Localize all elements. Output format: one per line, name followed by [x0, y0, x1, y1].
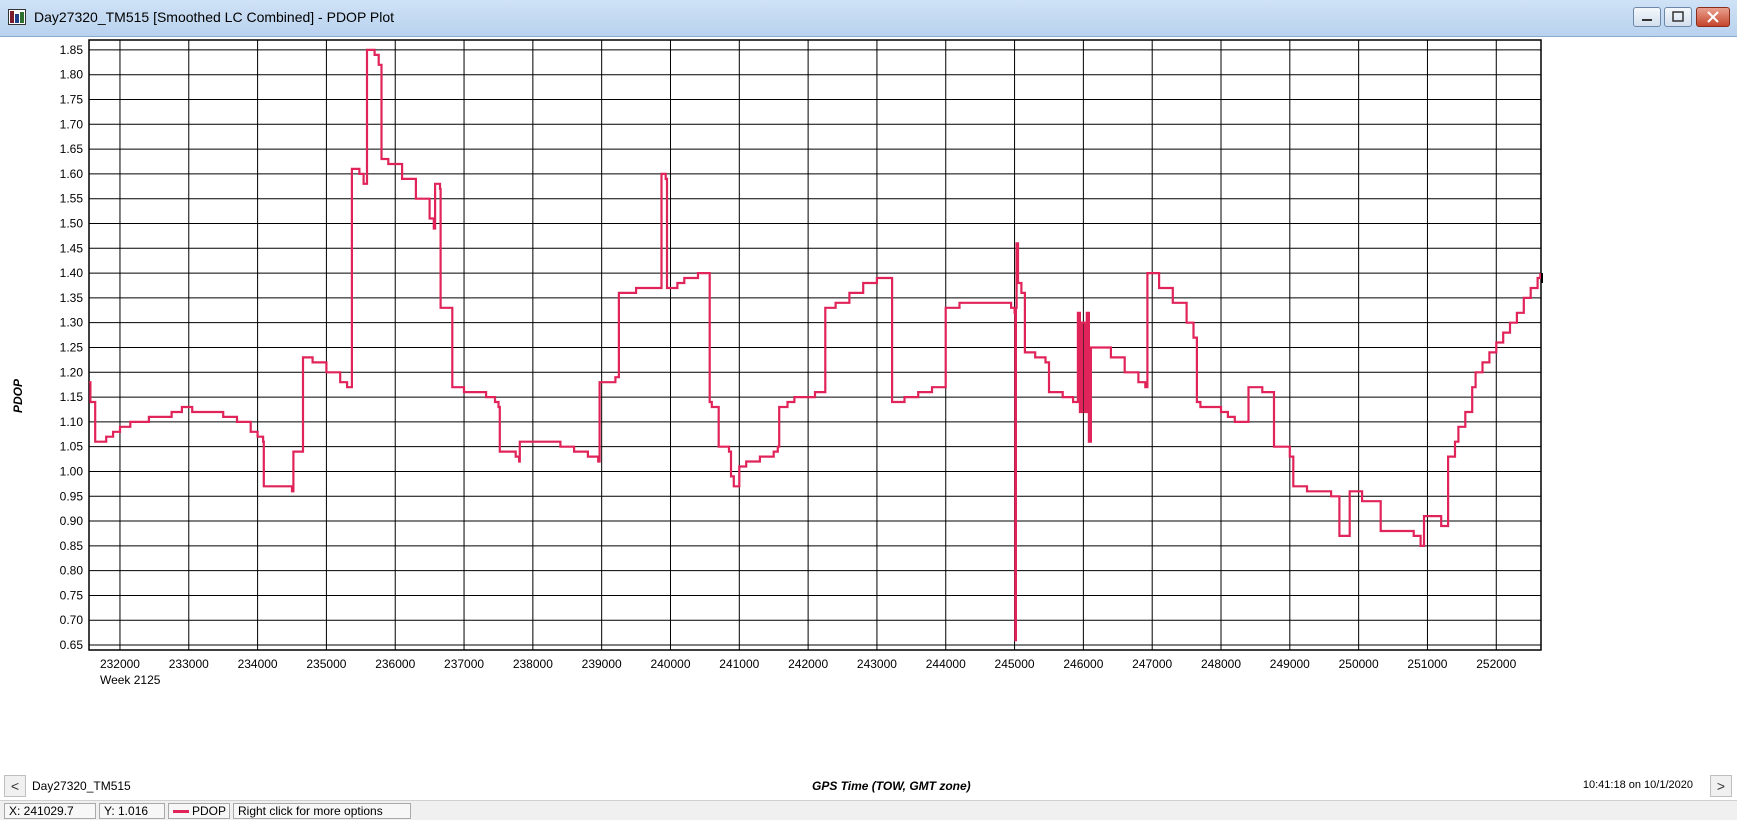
y-tick-label: 1.35 — [60, 291, 84, 305]
x-tick-label: 232000 — [100, 657, 140, 671]
y-tick-label: 0.95 — [60, 489, 84, 503]
y-tick-label: 1.15 — [60, 390, 84, 404]
x-tick-label: 233000 — [169, 657, 209, 671]
series-line-pdop[interactable] — [89, 48, 1542, 642]
y-tick-label: 1.40 — [60, 266, 84, 280]
status-bar: X: 241029.7 Y: 1.016 PDOP Right click fo… — [0, 800, 1737, 820]
x-tick-label: 236000 — [375, 657, 415, 671]
y-tick-label: 1.75 — [60, 93, 84, 107]
y-tick-label: 1.55 — [60, 192, 84, 206]
title-bar: Day27320_TM515 [Smoothed LC Combined] - … — [0, 0, 1737, 37]
plot-app-icon — [8, 9, 26, 25]
y-tick-label: 1.50 — [60, 216, 84, 230]
pdop-chart[interactable]: PDOP 0.65 0.70 0.75 0.80 0.85 0.90 0.95 1.00 1.0… — [0, 36, 1737, 776]
y-tick-label: 0.85 — [60, 539, 84, 553]
x-tick-label: 242000 — [788, 657, 828, 671]
x-tick-label: 246000 — [1063, 657, 1103, 671]
x-tick-label: 250000 — [1339, 657, 1379, 671]
legend-entry-pdop[interactable]: PDOP — [168, 803, 230, 819]
legend-label: PDOP — [192, 804, 227, 818]
y-tick-label: 1.00 — [60, 464, 84, 478]
x-tick-label: 235000 — [306, 657, 346, 671]
y-tick-label: 1.25 — [60, 340, 84, 354]
y-tick-label: 1.10 — [60, 415, 84, 429]
x-tick-label: 239000 — [582, 657, 622, 671]
status-hint: Right click for more options — [233, 803, 411, 819]
x-tick-label: 237000 — [444, 657, 484, 671]
previous-plot-button[interactable]: < — [4, 775, 26, 797]
week-label: Week 2125 — [100, 673, 161, 687]
close-button[interactable] — [1696, 7, 1730, 27]
plot-timestamp: 10:41:18 on 10/1/2020 — [1582, 779, 1693, 791]
plot-filename: Day27320_TM515 — [32, 779, 131, 793]
next-plot-button[interactable]: > — [1710, 775, 1732, 797]
x-tick-label: 245000 — [995, 657, 1035, 671]
chevron-right-icon: > — [1716, 778, 1726, 794]
y-tick-label: 1.30 — [60, 316, 84, 330]
x-tick-label: 249000 — [1270, 657, 1310, 671]
y-tick-label: 1.60 — [60, 167, 84, 181]
y-tick-label: 0.70 — [60, 613, 84, 627]
y-tick-label: 0.80 — [60, 564, 84, 578]
y-tick-label: 0.90 — [60, 514, 84, 528]
x-tick-label: 248000 — [1201, 657, 1241, 671]
chevron-left-icon: < — [10, 778, 20, 794]
x-tick-label: 240000 — [650, 657, 690, 671]
x-tick-label: 252000 — [1476, 657, 1516, 671]
y-tick-label: 1.45 — [60, 241, 84, 255]
maximize-button[interactable] — [1664, 7, 1692, 27]
close-icon — [1707, 11, 1719, 23]
y-tick-label: 1.80 — [60, 68, 84, 82]
y-axis-label: PDOP — [11, 378, 25, 413]
y-tick-label: 1.85 — [60, 43, 84, 57]
y-coordinate-readout: Y: 1.016 — [99, 803, 165, 819]
x-tick-label: 244000 — [926, 657, 966, 671]
window-title: Day27320_TM515 [Smoothed LC Combined] - … — [34, 9, 395, 25]
x-tick-label: 251000 — [1407, 657, 1447, 671]
minimize-button[interactable] — [1633, 7, 1661, 27]
x-tick-label: 247000 — [1132, 657, 1172, 671]
x-tick-label: 234000 — [238, 657, 278, 671]
x-tick-label: 243000 — [857, 657, 897, 671]
legend-swatch — [173, 810, 189, 814]
x-axis-label: GPS Time (TOW, GMT zone) — [812, 779, 971, 793]
y-tick-label: 1.70 — [60, 117, 84, 131]
minimize-icon — [1642, 19, 1652, 21]
y-tick-label: 0.75 — [60, 588, 84, 602]
y-tick-label: 1.65 — [60, 142, 84, 156]
plot-area[interactable] — [88, 39, 1542, 651]
x-tick-label: 238000 — [513, 657, 553, 671]
x-tick-label: 241000 — [719, 657, 759, 671]
y-tick-label: 0.65 — [60, 638, 84, 652]
x-coordinate-readout: X: 241029.7 — [4, 803, 96, 819]
maximize-icon — [1672, 11, 1684, 22]
y-tick-label: 1.20 — [60, 365, 84, 379]
y-tick-label: 1.05 — [60, 440, 84, 454]
